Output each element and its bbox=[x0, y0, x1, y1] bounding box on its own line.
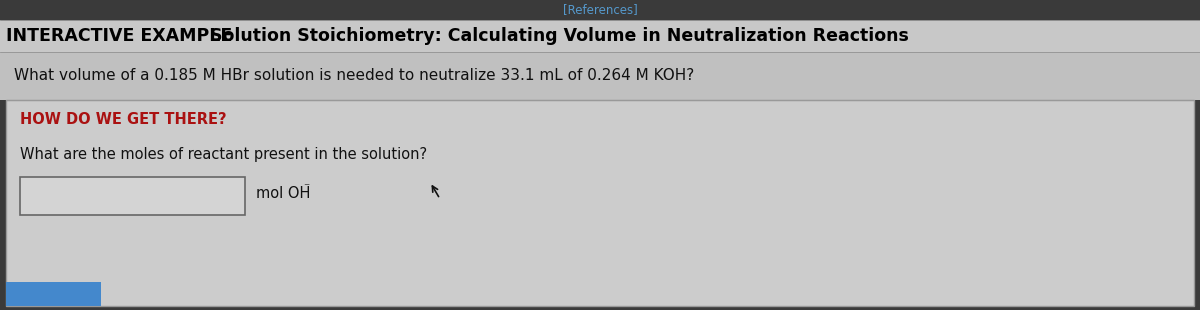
Text: What are the moles of reactant present in the solution?: What are the moles of reactant present i… bbox=[20, 148, 427, 162]
Text: [References]: [References] bbox=[563, 3, 637, 16]
Text: INTERACTIVE EXAMPLE: INTERACTIVE EXAMPLE bbox=[6, 27, 245, 45]
Text: HOW DO WE GET THERE?: HOW DO WE GET THERE? bbox=[20, 112, 227, 126]
Text: Solution Stoichiometry: Calculating Volume in Neutralization Reactions: Solution Stoichiometry: Calculating Volu… bbox=[210, 27, 908, 45]
Bar bbox=[0, 20, 1200, 52]
Bar bbox=[0, 0, 1200, 20]
Text: mol OH: mol OH bbox=[256, 187, 311, 202]
Bar bbox=[0, 52, 1200, 100]
Bar bbox=[6, 100, 1194, 306]
Bar bbox=[20, 177, 245, 215]
Text: ⁻: ⁻ bbox=[302, 181, 310, 194]
Text: What volume of a 0.185 M HBr solution is needed to neutralize 33.1 mL of 0.264 M: What volume of a 0.185 M HBr solution is… bbox=[14, 69, 695, 83]
Bar bbox=[6, 282, 101, 306]
